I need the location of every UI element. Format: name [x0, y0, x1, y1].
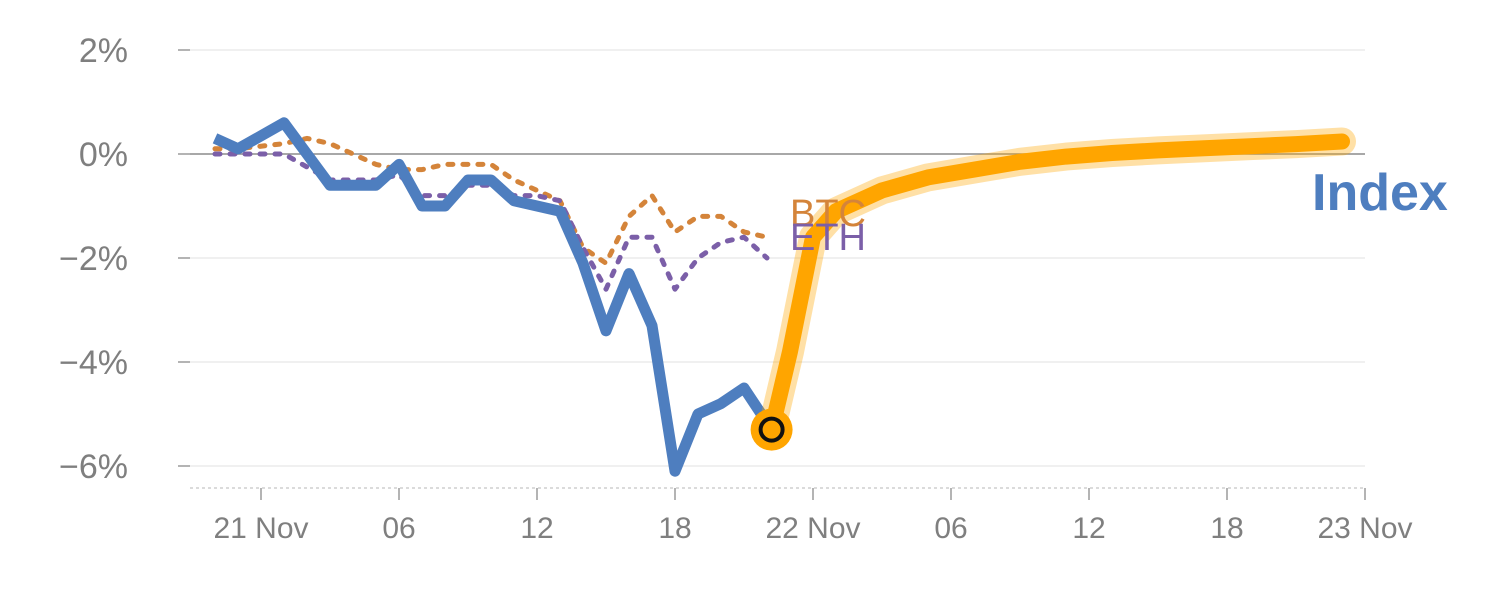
series-line-eth: [212, 151, 770, 292]
y-tick-label: −4%: [59, 344, 128, 382]
y-tick-label: 2%: [79, 32, 128, 70]
series-label-eth: ETH: [790, 217, 866, 259]
forecast-band-core: [763, 133, 1350, 438]
series-line-index: [212, 117, 777, 477]
x-tick-label: 12: [1072, 512, 1105, 545]
series-label-btc: BTC: [790, 193, 866, 235]
x-tick-label: 18: [1210, 512, 1243, 545]
y-tick-label: −2%: [59, 240, 128, 278]
series-label-index: Index: [1312, 164, 1448, 222]
x-tick-label: 18: [658, 512, 691, 545]
x-tick-label: 06: [382, 512, 415, 545]
x-tick-label: 22 Nov: [765, 512, 860, 545]
x-tick-label: 23 Nov: [1317, 512, 1412, 545]
series-line-btc: [212, 135, 770, 266]
forecast-band-outer: [757, 127, 1356, 444]
x-tick-label: 12: [520, 512, 553, 545]
x-tick-label: 06: [934, 512, 967, 545]
x-tick-label: 21 Nov: [213, 512, 308, 545]
current-point-marker: [758, 416, 785, 443]
y-tick-label: −6%: [59, 448, 128, 486]
y-tick-label: 0%: [79, 136, 128, 174]
axis-layer: 2% 0% −2% −4% −6% 21 Nov 06 12 18 22 Nov 06 12 18 23 …: [59, 32, 1413, 545]
series-layer: [212, 117, 1356, 477]
